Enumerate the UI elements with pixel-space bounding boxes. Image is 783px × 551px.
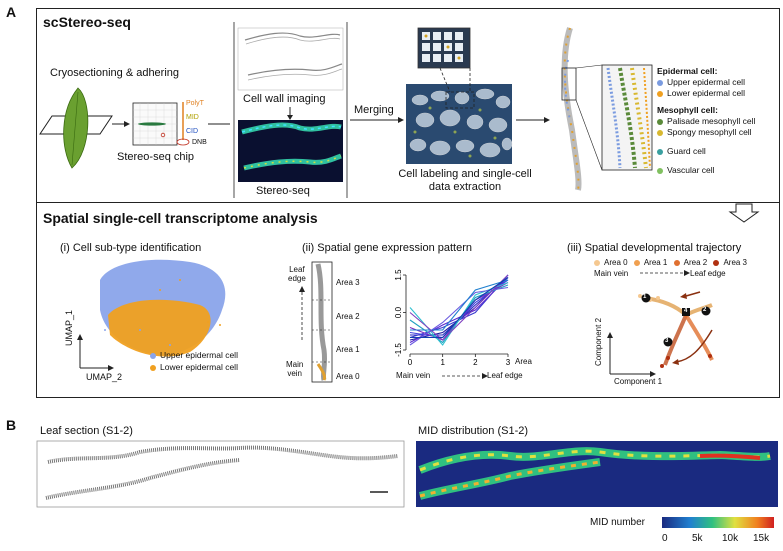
panel-letter-a: A	[6, 4, 17, 20]
scstereo-title: scStereo-seq	[43, 14, 131, 30]
colorbar-tick-15k: 15k	[753, 533, 770, 544]
leaf-icon	[63, 87, 89, 169]
x-tick-label: 2	[473, 358, 478, 367]
colorbar	[662, 517, 774, 528]
legend-lower: Lower epidermal cell	[657, 88, 755, 99]
y-tick-label: -1.5	[394, 343, 403, 357]
mid-number-label: MID number	[590, 517, 646, 528]
line-axis-label: Area	[515, 357, 532, 366]
legend-mesophyll-head: Mesophyll cell:	[657, 105, 718, 115]
line-x-main: Main vein	[396, 371, 431, 380]
panel-letter-b: B	[6, 417, 17, 433]
merging-label: Merging	[354, 104, 394, 116]
traj-legend: Area 0 Area 1 Area 2 Area 3	[594, 258, 747, 267]
traj-main-vein: Main vein	[594, 269, 629, 278]
traj-node-4	[682, 308, 690, 316]
legend-epidermal-head: Epidermal cell:	[657, 66, 718, 76]
traj-node-4-label: 4	[684, 308, 688, 314]
traj-node-3-label: 3	[665, 338, 669, 344]
colorbar-tick-10k: 10k	[722, 533, 739, 544]
series-line-g12	[410, 277, 509, 339]
traj-node-2	[701, 306, 711, 316]
x-tick-label: 0	[408, 358, 413, 367]
chip-label: Stereo-seq chip	[117, 151, 195, 163]
cell-wall-image	[237, 27, 344, 91]
umap-legend-upper: Upper epidermal cell	[150, 350, 238, 361]
slicing-plane	[39, 115, 113, 135]
traj-node-1-label: 1	[643, 294, 647, 300]
x-tick-label: 1	[440, 358, 445, 367]
cell-label-line2: data extraction	[428, 181, 502, 193]
colorbar-tick-0: 0	[662, 533, 668, 544]
legend-vascular: Vascular cell	[657, 165, 755, 176]
layer-dnb: DNB	[192, 139, 207, 146]
cell-type-legend: Epidermal cell: Upper epidermal cell Low…	[657, 66, 755, 176]
traj-node-3	[663, 337, 673, 347]
umap2-label: UMAP_2	[86, 372, 123, 382]
series-line-g10	[410, 279, 509, 331]
leaf-edge-label: Leaf edge	[288, 265, 306, 283]
component1-label: Component 1	[614, 377, 663, 386]
stereo-label: Stereo-seq	[256, 185, 310, 197]
layer-cid: CID	[186, 128, 199, 135]
layer-polyt: PolyT	[186, 100, 204, 107]
area3-label: Area 3	[336, 278, 360, 287]
y-tick-label: 1.5	[394, 269, 403, 281]
sub2-title: (ii) Spatial gene expression pattern	[302, 242, 472, 254]
main-vein-label: Main vein	[286, 360, 304, 378]
area1-label: Area 1	[336, 345, 360, 354]
series-line-g9	[409, 286, 509, 346]
legend-guard: Guard cell	[657, 146, 755, 157]
sub1-title: (i) Cell sub-type identification	[60, 242, 202, 254]
traj-node-1	[641, 293, 651, 303]
panel-a-frame	[36, 8, 780, 398]
sub3-title: (iii) Spatial developmental trajectory	[567, 242, 742, 254]
leaf-section-image	[36, 440, 405, 508]
layer-mid: MID	[186, 114, 199, 121]
series-line-g11	[409, 274, 509, 341]
analysis-title: Spatial single-cell transcriptome analys…	[43, 210, 318, 226]
legend-palisade: Palisade mesophyll cell	[657, 116, 755, 127]
area0-label: Area 0	[336, 372, 360, 381]
legend-upper: Upper epidermal cell	[657, 77, 755, 88]
traj-leaf-edge: Leaf edge	[690, 269, 726, 278]
cryo-label: Cryosectioning & adhering	[50, 67, 180, 79]
traj-node-2-label: 2	[703, 307, 707, 313]
y-tick-label: 0.0	[394, 306, 403, 318]
area2-label: Area 2	[336, 312, 360, 321]
umap-legend-lower: Lower epidermal cell	[150, 362, 238, 373]
colorbar-tick-5k: 5k	[692, 533, 703, 544]
panel-a-divider	[36, 202, 780, 203]
leaf-section-label: Leaf section (S1-2)	[40, 425, 133, 437]
mid-label: MID distribution (S1-2)	[418, 425, 529, 437]
legend-spongy: Spongy mesophyll cell	[657, 127, 755, 138]
x-tick-label: 3	[506, 358, 511, 367]
line-x-edge: Leaf edge	[487, 371, 523, 380]
cell-label-line1: Cell labeling and single-cell	[398, 168, 532, 180]
umap-lower-cluster	[108, 299, 211, 357]
cell-wall-label: Cell wall imaging	[243, 93, 326, 105]
